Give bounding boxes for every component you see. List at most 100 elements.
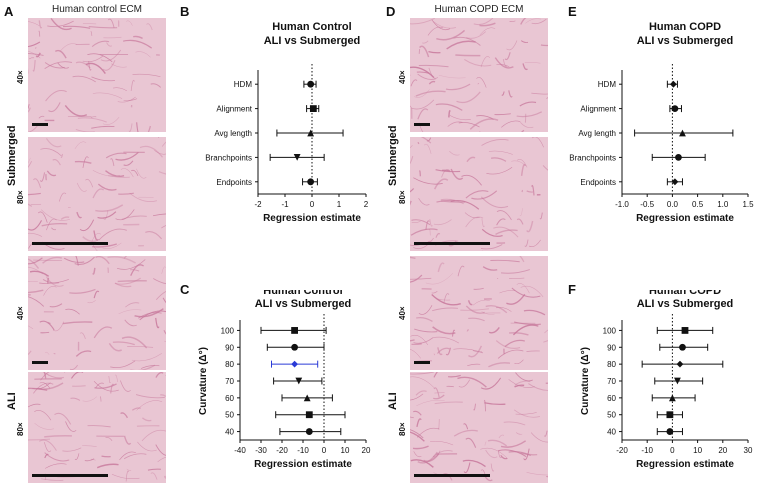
chart-title-line: ALI vs Submerged: [264, 35, 361, 47]
category-label: Endpoints: [216, 178, 252, 187]
category-label: Avg length: [578, 129, 616, 138]
micrograph-control-submerged-40x: [28, 18, 166, 132]
estimate-point: [291, 360, 298, 368]
x-tick-label: 30: [744, 446, 753, 455]
chart-title-line: Human COPD: [649, 290, 721, 297]
category-label: Branchpoints: [205, 153, 252, 162]
estimate-point: [666, 411, 674, 419]
estimate-point: [305, 428, 313, 435]
x-axis-label: Regression estimate: [254, 459, 352, 470]
x-tick-label: 1.5: [742, 200, 754, 209]
estimate-point: [676, 360, 684, 368]
estimate-point: [305, 411, 313, 419]
panel-letter-f: F: [568, 282, 576, 297]
y-axis-label: Curvature (Δ°): [198, 347, 209, 415]
x-tick-label: 20: [718, 446, 727, 455]
chart-title-line: Human Control: [263, 290, 342, 297]
mag-label-control-sub-80: 80×: [16, 190, 25, 204]
estimate-point: [307, 80, 315, 88]
chart-title-line: Human Control: [272, 21, 351, 33]
mag-label-copd-ali-40: 40×: [398, 306, 407, 320]
estimate-point: [670, 80, 677, 88]
x-tick-label: -0.5: [640, 200, 654, 209]
category-label: 80: [607, 360, 616, 369]
category-label: 70: [225, 377, 234, 386]
micrograph-copd-ali-80x: [410, 372, 548, 483]
x-tick-label: 10: [341, 446, 350, 455]
control-ali-label: ALI: [6, 392, 18, 410]
chart-title-line: ALI vs Submerged: [637, 298, 734, 310]
mag-label-control-sub-40: 40×: [16, 70, 25, 84]
category-label: 100: [603, 326, 617, 335]
mag-label-control-ali-80: 80×: [16, 422, 25, 436]
scale-bar: [32, 242, 108, 245]
y-axis-label: Curvature (Δ°): [580, 347, 591, 415]
x-tick-label: -1.0: [615, 200, 629, 209]
scale-bar: [414, 242, 490, 245]
estimate-point: [675, 154, 682, 161]
x-tick-label: -10: [297, 446, 309, 455]
category-label: 100: [221, 326, 235, 335]
estimate-point: [303, 394, 311, 402]
category-label: 90: [607, 343, 616, 352]
x-tick-label: -40: [234, 446, 246, 455]
panel-letter-c: C: [180, 282, 190, 297]
micrograph-control-ali-80x: [28, 372, 166, 483]
x-tick-label: 0: [670, 446, 675, 455]
category-label: Branchpoints: [569, 153, 616, 162]
chart-title-line: Human COPD: [649, 21, 721, 33]
category-label: Endpoints: [580, 178, 616, 187]
x-tick-label: -10: [641, 446, 653, 455]
micrograph-copd-submerged-40x: [410, 18, 548, 132]
mag-label-copd-ali-80: 80×: [398, 422, 407, 436]
panel-letter-a: A: [4, 4, 14, 19]
mag-label-control-ali-40: 40×: [16, 306, 25, 320]
estimate-point: [671, 105, 679, 112]
x-tick-label: -20: [616, 446, 628, 455]
estimate-point: [669, 394, 676, 402]
x-tick-label: 0.0: [667, 200, 679, 209]
x-tick-label: -1: [281, 200, 289, 209]
x-tick-label: 1.0: [717, 200, 729, 209]
category-label: 90: [225, 343, 234, 352]
category-label: 40: [607, 428, 616, 437]
x-tick-label: -30: [255, 446, 267, 455]
category-label: HDM: [234, 80, 253, 89]
x-axis-label: Regression estimate: [636, 213, 734, 224]
micrograph-copd-ali-40x: [410, 256, 548, 370]
x-tick-label: 20: [362, 446, 371, 455]
micrograph-control-ali-40x: [28, 256, 166, 370]
category-label: 50: [225, 411, 234, 420]
estimate-point: [309, 105, 317, 112]
control-images-title: Human control ECM: [51, 4, 143, 15]
copd-ali-label: ALI: [387, 392, 399, 410]
category-label: Alignment: [580, 105, 616, 114]
scale-bar: [32, 361, 48, 364]
control-submerged-label: Submerged: [6, 125, 18, 186]
category-label: 80: [225, 360, 234, 369]
scale-bar: [414, 123, 430, 126]
estimate-point: [293, 154, 301, 161]
category-label: Avg length: [214, 129, 252, 138]
estimate-point: [674, 377, 681, 385]
estimate-point: [295, 377, 303, 385]
copd-images-title: Human COPD ECM: [434, 4, 524, 15]
x-tick-label: 1: [337, 200, 342, 209]
estimate-point: [291, 343, 298, 351]
scale-bar: [32, 474, 108, 477]
x-tick-label: 0.5: [692, 200, 704, 209]
scale-bar: [32, 123, 48, 126]
panel-letter-d: D: [386, 4, 396, 19]
panel-letter-e: E: [568, 4, 577, 19]
category-label: 50: [607, 411, 616, 420]
x-tick-label: -2: [254, 200, 262, 209]
x-axis-label: Regression estimate: [636, 459, 734, 470]
category-label: 60: [607, 394, 616, 403]
chart-title-line: ALI vs Submerged: [255, 298, 352, 310]
category-label: Alignment: [216, 105, 252, 114]
mag-label-copd-sub-80: 80×: [398, 190, 407, 204]
mag-label-copd-sub-40: 40×: [398, 70, 407, 84]
estimate-point: [679, 129, 686, 137]
estimate-point: [679, 343, 686, 351]
